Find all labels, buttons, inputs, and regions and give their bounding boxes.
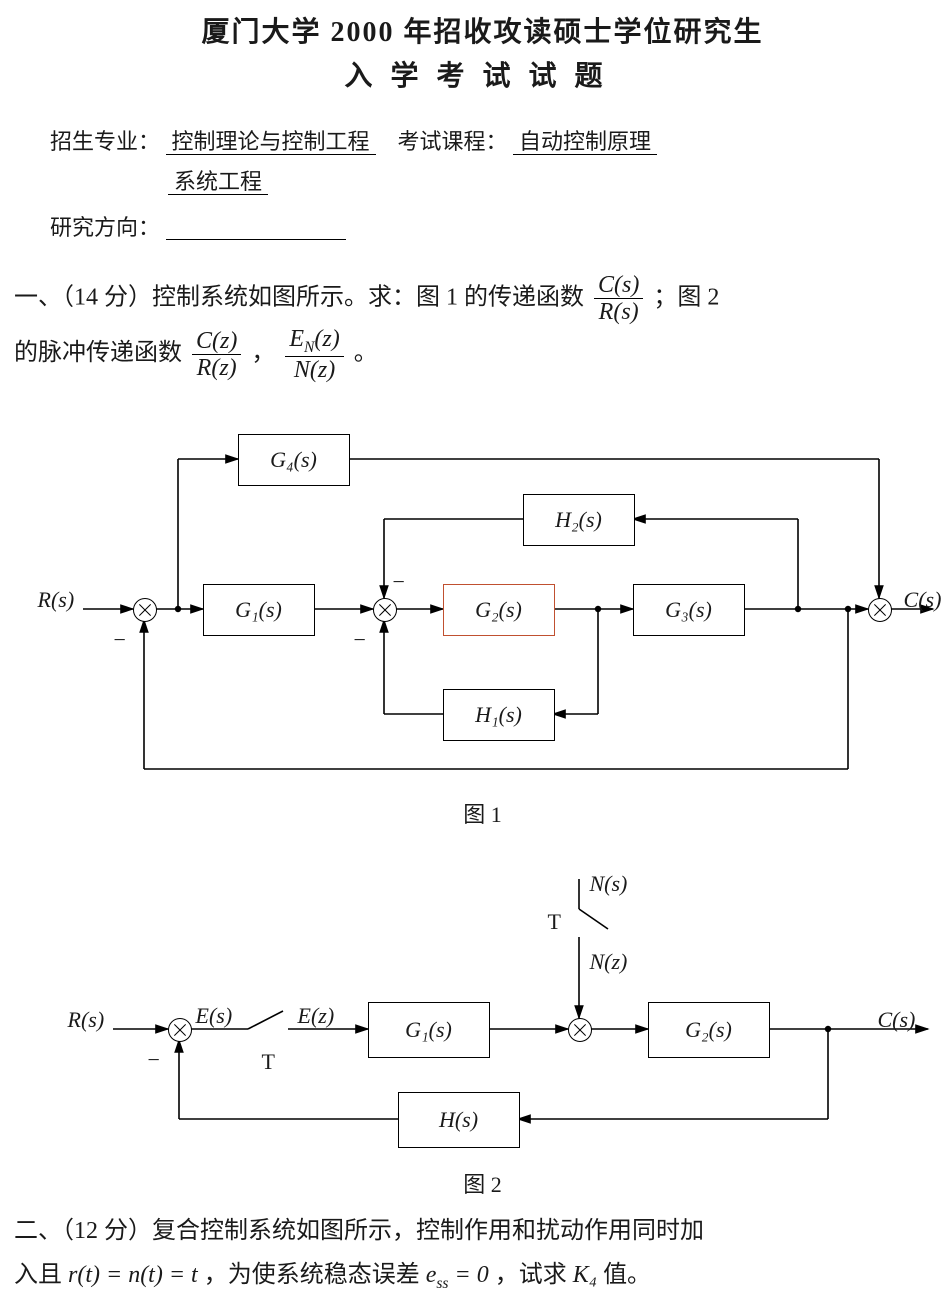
- fig1-minus-1: −: [114, 627, 126, 653]
- fig2-minus-1: −: [148, 1047, 160, 1073]
- fig2-label-ez: E(z): [298, 1003, 335, 1029]
- fig2-label-c: C(s): [878, 1007, 916, 1033]
- fig2-box-g2: G₂(s): [648, 1002, 770, 1058]
- q2-b2: ，为使系统稳态误差: [204, 1262, 426, 1288]
- q1-frac-en-n: EN(z) N(z): [285, 326, 343, 383]
- fig1-box-g2: G₂(s): [443, 584, 555, 636]
- fig1-sum-1: [133, 598, 157, 622]
- fig1-box-h2: H₂(s): [523, 494, 635, 546]
- major-label: 招生专业：: [50, 129, 160, 154]
- figure-1-caption: 图 1: [10, 797, 945, 829]
- exam-meta: 招生专业： 控制理论与控制工程 考试课程： 自动控制原理 系统工程 研究方向：: [50, 122, 945, 248]
- fig1-minus-2a: −: [354, 627, 366, 653]
- figure-1-block-diagram: R(s) C(s) G₄(s) H₂(s) G₁(s) G₂(s) G₃(s) …: [28, 409, 938, 789]
- fig1-label-r: R(s): [38, 587, 75, 613]
- course-label: 考试课程：: [398, 129, 508, 154]
- fig2-label-tn: T: [548, 909, 561, 935]
- q2-eq3: K₄: [573, 1262, 597, 1288]
- figure-2-caption: 图 2: [10, 1167, 945, 1199]
- fig1-sum-3: [868, 598, 892, 622]
- q1-end: 。: [354, 340, 378, 366]
- title-line-1: 厦门大学 2000 年招收攻读硕士学位研究生: [10, 10, 945, 50]
- q2-b1: 入且: [14, 1262, 68, 1288]
- fig1-label-c: C(s): [904, 587, 942, 613]
- fig1-box-g3: G₃(s): [633, 584, 745, 636]
- q1-sep: ，: [251, 340, 275, 366]
- fig2-label-r: R(s): [68, 1007, 105, 1033]
- q1-mid: ；图 2: [653, 284, 719, 310]
- q1-frac-cz-rz: C(z) R(z): [192, 328, 241, 382]
- question-2: 二、（12 分）复合控制系统如图所示，控制作用和扰动作用同时加 入且 r(t) …: [14, 1209, 945, 1306]
- q1-frac-cs-rs: C(s) R(s): [594, 272, 643, 326]
- q2-b4: 值。: [603, 1262, 651, 1288]
- fig1-sum-2: [373, 598, 397, 622]
- figure-2-block-diagram: R(s) E(s) E(z) T N(s) T N(z) C(s) G₁(s) …: [28, 859, 938, 1159]
- q2-line-a: 二、（12 分）复合控制系统如图所示，控制作用和扰动作用同时加: [14, 1218, 704, 1244]
- fig2-label-t1: T: [262, 1049, 275, 1075]
- direction-blank: [166, 217, 346, 240]
- major-value-1: 控制理论与控制工程: [166, 129, 376, 155]
- direction-label: 研究方向：: [50, 215, 160, 240]
- fig2-sum-2: [568, 1018, 592, 1042]
- fig1-box-h1: H₁(s): [443, 689, 555, 741]
- q2-eq1: r(t) = n(t) = t: [68, 1262, 198, 1288]
- title-line-2: 入学考试试题: [10, 54, 945, 94]
- fig2-box-g1: G₁(s): [368, 1002, 490, 1058]
- q1-prefix: 一、（14 分）控制系统如图所示。求：图 1 的传递函数: [14, 284, 584, 310]
- fig2-label-nz: N(z): [590, 949, 628, 975]
- fig2-label-es: E(s): [196, 1003, 233, 1029]
- q2-b3: ，试求: [495, 1262, 573, 1288]
- fig2-label-ns: N(s): [590, 871, 628, 897]
- fig2-sum-1: [168, 1018, 192, 1042]
- fig2-box-h: H(s): [398, 1092, 520, 1148]
- fig1-minus-2b: −: [393, 569, 405, 595]
- course-value: 自动控制原理: [513, 129, 657, 155]
- fig1-box-g1: G₁(s): [203, 584, 315, 636]
- fig1-box-g4: G₄(s): [238, 434, 350, 486]
- major-value-2: 系统工程: [168, 169, 268, 195]
- question-1: 一、（14 分）控制系统如图所示。求：图 1 的传递函数 C(s) R(s) ；…: [14, 272, 945, 383]
- q2-eq2: ess = 0: [426, 1262, 489, 1288]
- q1-line2a: 的脉冲传递函数: [14, 340, 182, 366]
